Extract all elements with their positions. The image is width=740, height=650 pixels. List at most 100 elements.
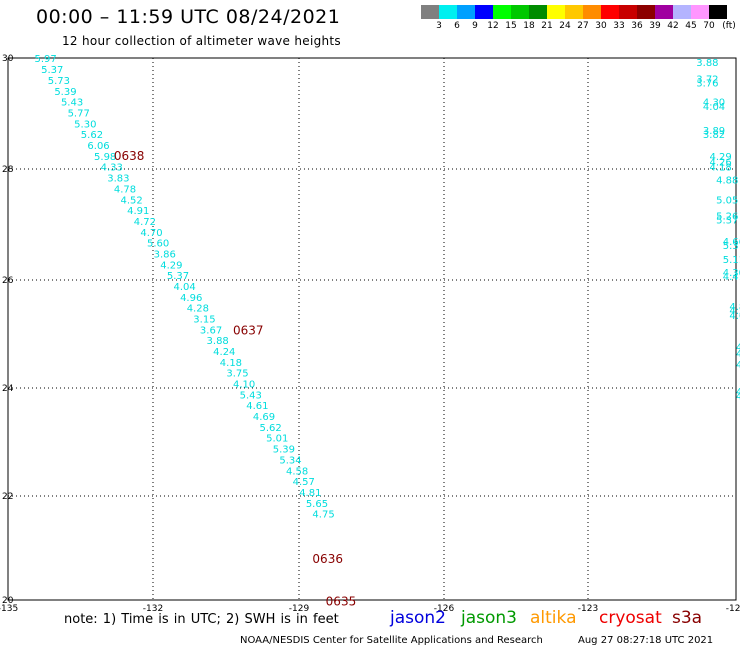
- x-tick-label: -135: [0, 604, 18, 614]
- colorbar-swatch: [565, 5, 583, 19]
- x-tick-label: -129: [289, 604, 310, 614]
- wave-height-point: 4.52: [121, 195, 143, 206]
- wave-height-point: 4.29: [160, 260, 182, 271]
- wave-height-point: 4.91: [127, 206, 149, 217]
- y-tick-label: 22: [2, 492, 13, 502]
- wave-height-point: 3.15: [193, 314, 215, 325]
- wave-height-point: 5.43: [61, 98, 83, 109]
- wave-height-point: 4.04: [173, 282, 195, 293]
- wave-height-point: 5.37: [723, 241, 740, 252]
- wave-height-point: 5.37: [41, 65, 63, 76]
- wave-height-point: 5.05: [716, 195, 738, 206]
- note-text: note: 1) Time is in UTC; 2) SWH is in fe…: [64, 612, 339, 627]
- wave-height-point: 5.34: [279, 455, 301, 466]
- wave-height-point: 5.30: [74, 119, 96, 130]
- wave-height-point: 3.75: [226, 369, 248, 380]
- colorbar-label: 24: [559, 21, 571, 31]
- colorbar-label: 15: [505, 21, 517, 31]
- colorbar-swatch: [655, 5, 673, 19]
- wave-height-point: 4.24: [213, 347, 235, 358]
- wave-height-point: 4.04: [703, 102, 725, 113]
- wave-height-point: 5.65: [306, 499, 328, 510]
- wave-height-point: 4.29: [710, 152, 732, 163]
- colorbar-swatch: [511, 5, 529, 19]
- wave-height-point: 4.75: [312, 510, 334, 521]
- wave-height-point: 5.37: [716, 215, 738, 226]
- wave-height-point: 4.96: [180, 293, 202, 304]
- legend-cryosat: cryosat: [599, 608, 662, 628]
- colorbar-label: 9: [472, 21, 478, 31]
- plot-frame: [7, 57, 737, 601]
- colorbar-label: 21: [541, 21, 553, 31]
- colorbar-swatch: [619, 5, 637, 19]
- footer-credit: NOAA/NESDIS Center for Satellite Applica…: [240, 635, 543, 646]
- wave-height-point: 4.66: [723, 237, 740, 248]
- y-tick-label: 24: [2, 384, 14, 394]
- colorbar-label: 42: [667, 21, 679, 31]
- colorbar-swatch: [493, 5, 511, 19]
- wave-height-point: 5.39: [273, 445, 295, 456]
- colorbar-label: 30: [595, 21, 607, 31]
- pass-time-label: 0638: [114, 149, 145, 163]
- wave-height-point: 4.62: [729, 311, 740, 322]
- pass-time-label: 0635: [326, 594, 357, 608]
- colorbar-swatch: [601, 5, 619, 19]
- x-tick-label: -126: [434, 604, 455, 614]
- legend-jason3: jason3: [461, 608, 517, 628]
- wave-height-point: 5.62: [259, 423, 281, 434]
- colorbar-label: 39: [649, 21, 661, 31]
- wave-height-point: 5.43: [240, 390, 262, 401]
- wave-height-point: 5.39: [54, 87, 76, 98]
- wave-height-point: 4.23: [736, 360, 740, 371]
- y-tick-label: 26: [2, 276, 14, 286]
- wave-height-point: 5.73: [48, 76, 70, 87]
- wave-height-point: 4.33: [101, 163, 123, 174]
- pass-time-label: 0637: [233, 323, 264, 337]
- wave-height-point: 4.48: [736, 387, 740, 398]
- wave-height-point: 5.37: [167, 271, 189, 282]
- wave-height-point: 4.72: [134, 217, 156, 228]
- wave-height-point: 5.60: [147, 239, 169, 250]
- y-tick-label: 20: [2, 596, 14, 606]
- wave-height-point: 4.16: [736, 349, 740, 360]
- wave-height-point: 3.88: [696, 58, 718, 69]
- colorbar-swatch: [475, 5, 493, 19]
- colorbar-swatch: [421, 5, 439, 19]
- wave-height-point: 4.30: [723, 268, 740, 279]
- colorbar-swatch: [583, 5, 601, 19]
- colorbar-label: 36: [631, 21, 643, 31]
- wave-height-point: 4.57: [293, 477, 315, 488]
- wave-height-point: 3.76: [696, 79, 718, 90]
- colorbar-swatch: [709, 5, 727, 19]
- colorbar-unit: (ft): [722, 21, 736, 31]
- colorbar-swatch: [439, 5, 457, 19]
- wave-height-point: 4.18: [220, 358, 242, 369]
- y-tick-label: 28: [2, 165, 14, 175]
- colorbar-swatch: [547, 5, 565, 19]
- colorbar-swatch: [457, 5, 475, 19]
- colorbar-swatch: [637, 5, 655, 19]
- wave-height-point: 3.89: [703, 126, 725, 137]
- wave-height-point: 4.37: [736, 343, 740, 354]
- colorbar-swatch: [691, 5, 709, 19]
- colorbar-label: 3: [436, 21, 442, 31]
- wave-height-point: 4.88: [716, 176, 738, 187]
- legend-s3a: s3a: [672, 608, 703, 628]
- wave-height-point: 4.81: [729, 302, 740, 313]
- wave-height-point: 5.62: [81, 130, 103, 141]
- wave-height-point: 5.77: [68, 109, 90, 120]
- wave-height-point: 4.70: [140, 228, 162, 239]
- wave-height-point: 5.98: [94, 152, 116, 163]
- colorbar-label: 33: [613, 21, 625, 31]
- x-tick-label: -123: [578, 604, 598, 614]
- wave-height-point: 3.83: [107, 174, 129, 185]
- wave-height-point: 4.26: [710, 157, 732, 168]
- wave-height-point: 4.30: [703, 98, 725, 109]
- wave-height-point: 4.69: [253, 412, 275, 423]
- footer-timestamp: Aug 27 08:27:18 UTC 2021: [578, 635, 714, 646]
- wave-height-point: 3.88: [207, 336, 229, 347]
- colorbar-label: 70: [703, 21, 715, 31]
- colorbar-swatch: [529, 5, 547, 19]
- colorbar-label: 18: [523, 21, 535, 31]
